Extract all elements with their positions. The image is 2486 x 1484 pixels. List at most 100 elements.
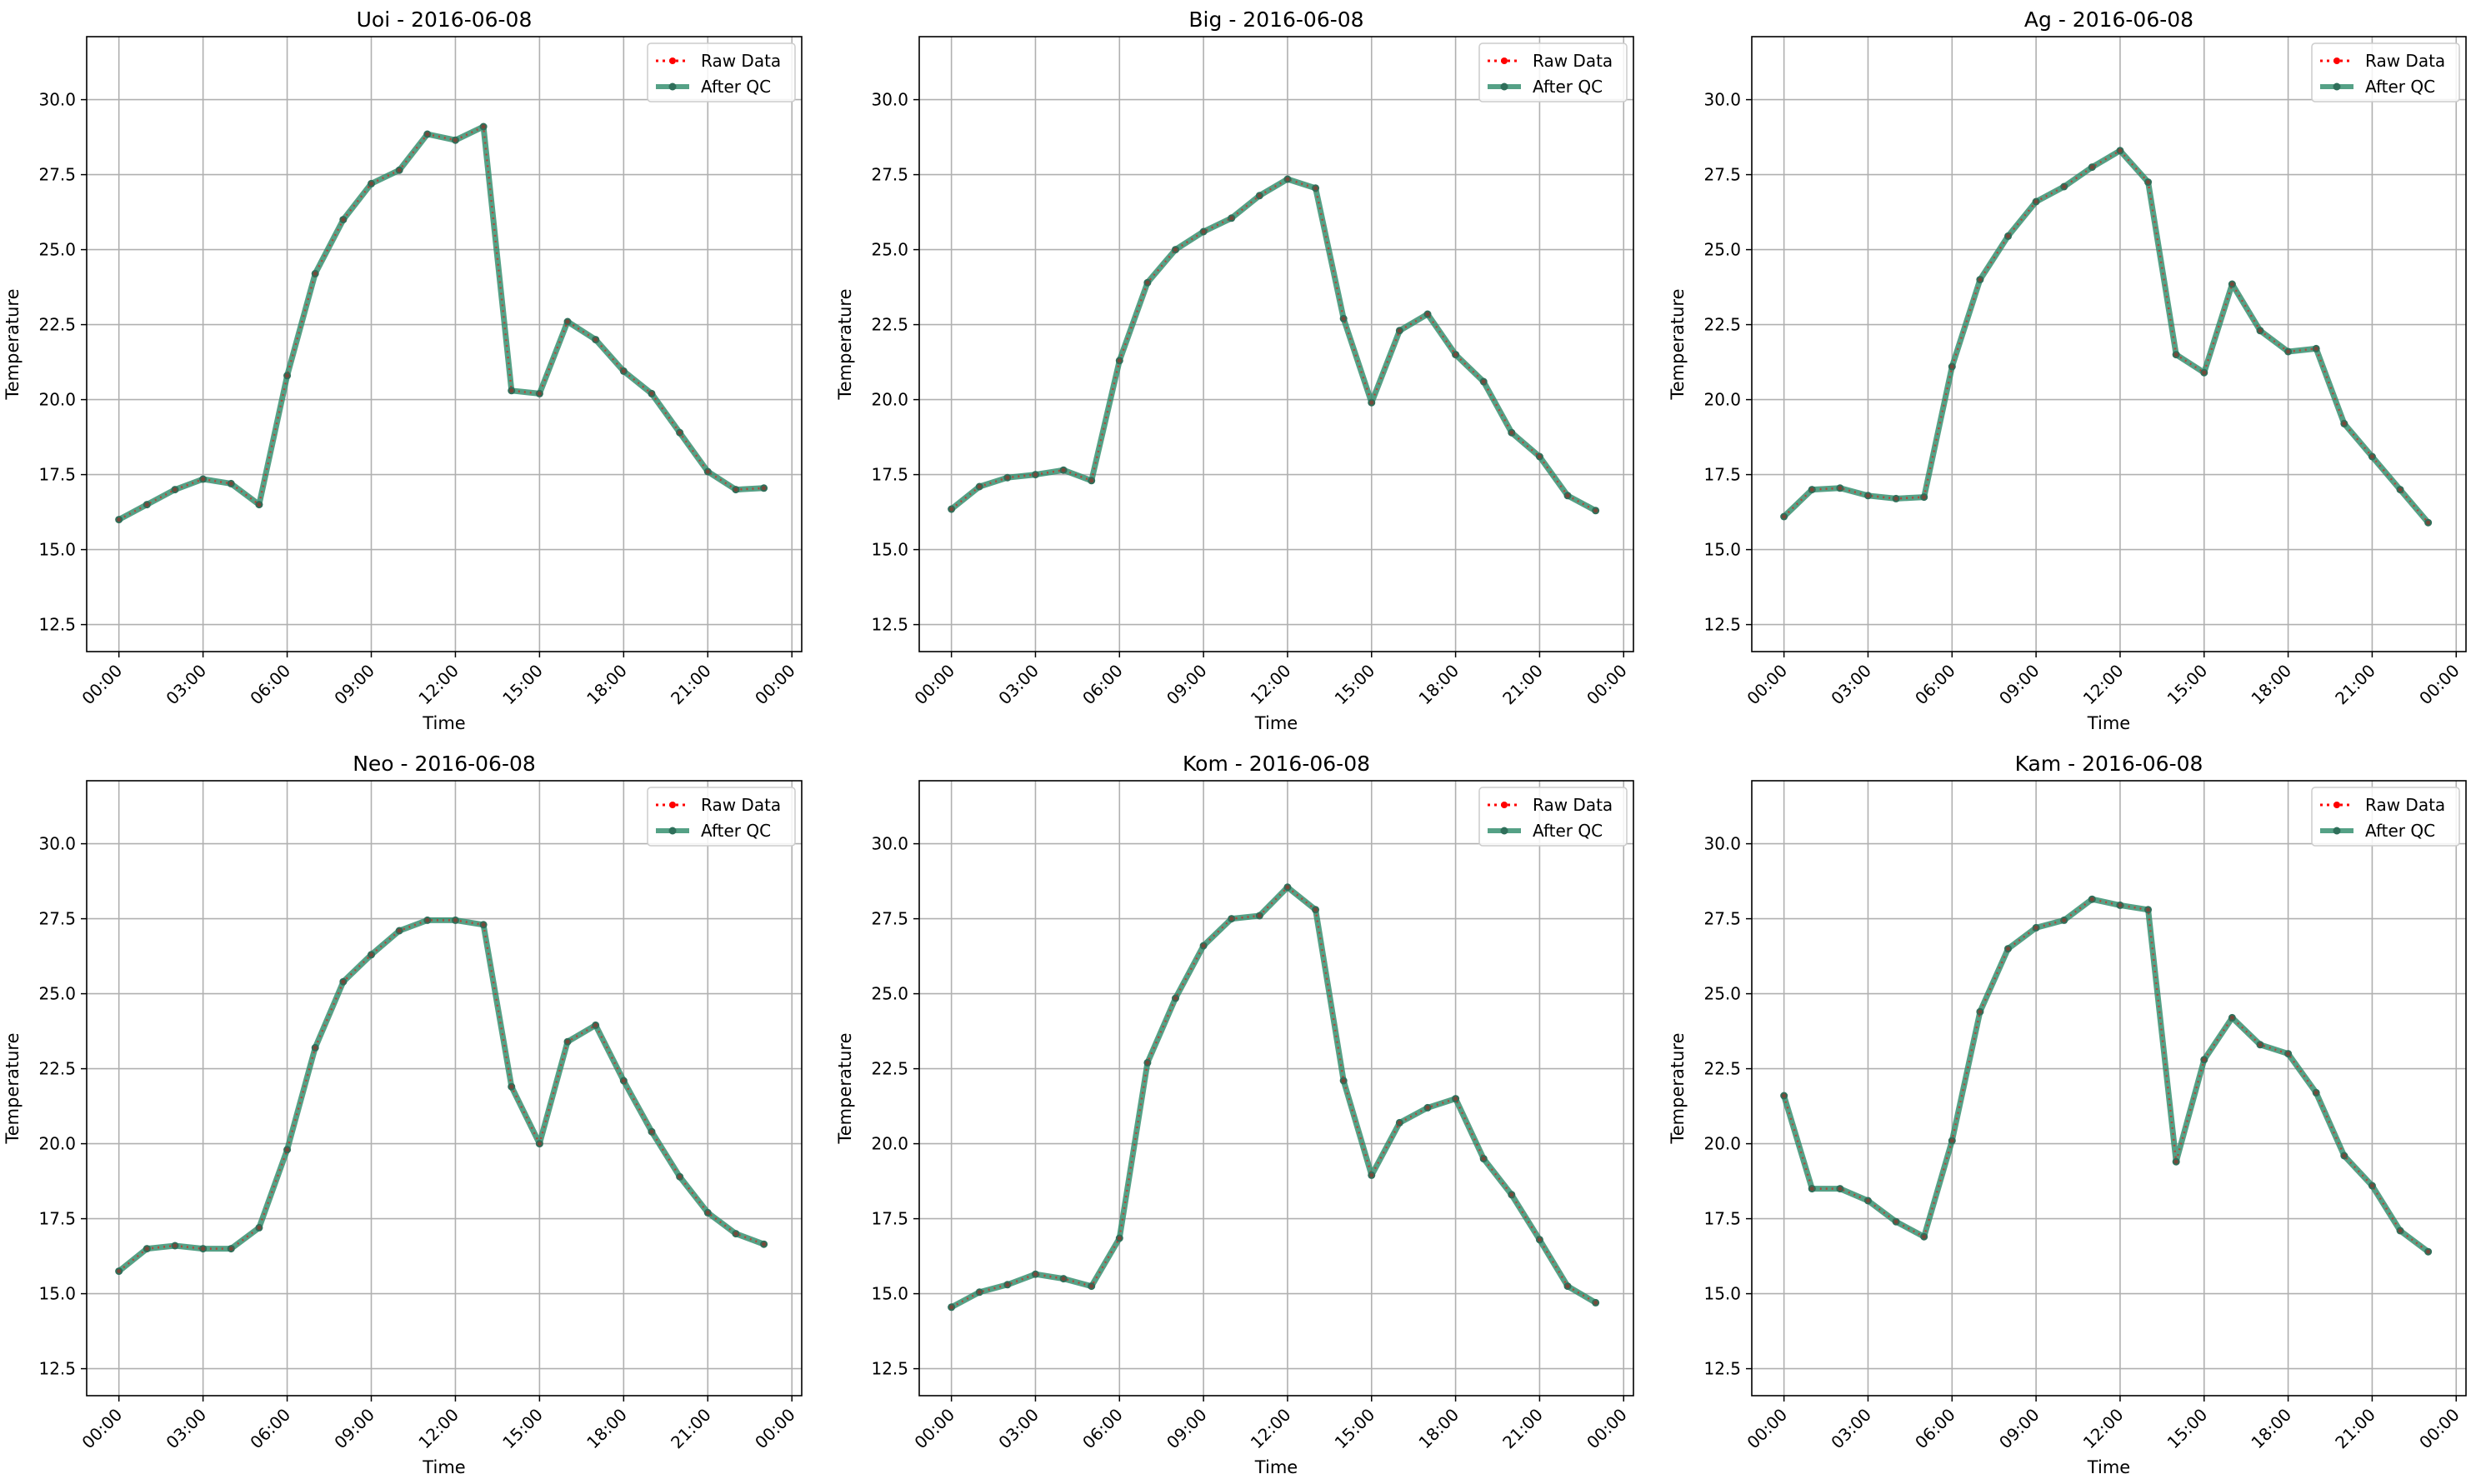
after-qc-point — [1059, 466, 1068, 474]
raw-data-point — [1565, 1284, 1570, 1289]
y-tick-label: 27.5 — [871, 165, 908, 185]
raw-data-point — [2369, 454, 2374, 459]
raw-data-point — [1089, 478, 1094, 483]
raw-data-point — [2398, 1228, 2403, 1233]
raw-data-point — [1033, 1272, 1038, 1277]
raw-data-point — [453, 917, 458, 922]
raw-data-point — [1893, 496, 1898, 501]
raw-data-point — [2006, 233, 2011, 238]
raw-data-point — [678, 430, 683, 435]
legend-raw-marker — [2333, 802, 2340, 808]
raw-data-point — [1117, 358, 1122, 363]
after-qc-point — [1592, 507, 1600, 515]
raw-data-point — [257, 502, 262, 507]
y-tick-label: 30.0 — [38, 90, 76, 110]
raw-data-point — [1285, 177, 1290, 182]
raw-data-point — [173, 1243, 178, 1248]
after-qc-point — [648, 1127, 656, 1136]
legend-raw-label: Raw Data — [1533, 51, 1613, 71]
after-qc-point — [2004, 945, 2013, 953]
after-qc-point — [1255, 192, 1263, 200]
after-qc-point — [1836, 1185, 1844, 1193]
raw-data-point — [1838, 1187, 1843, 1192]
after-qc-point — [975, 1288, 983, 1297]
after-qc-point — [1563, 492, 1572, 500]
after-qc-point — [1003, 1281, 1012, 1289]
raw-data-point — [257, 1225, 262, 1230]
raw-data-point — [1005, 1282, 1010, 1287]
after-qc-point — [1031, 1270, 1039, 1278]
raw-data-point — [733, 487, 738, 492]
raw-data-point — [1949, 364, 1954, 369]
raw-data-point — [1201, 943, 1206, 948]
y-axis-label: Temperature — [1668, 288, 1688, 400]
after-qc-point — [2284, 1050, 2293, 1058]
raw-data-point — [1537, 1237, 1542, 1242]
raw-data-point — [593, 1022, 598, 1027]
raw-data-point — [1922, 495, 1927, 500]
raw-data-point — [705, 469, 710, 474]
y-tick-label: 17.5 — [871, 465, 908, 485]
after-qc-point — [227, 1245, 235, 1253]
y-tick-label: 22.5 — [871, 1059, 908, 1079]
raw-data-point — [1978, 277, 1983, 282]
legend-raw-label: Raw Data — [701, 51, 781, 71]
after-qc-point — [339, 216, 348, 224]
raw-data-point — [2426, 520, 2431, 525]
after-qc-point — [2368, 1182, 2376, 1190]
raw-data-point — [2202, 1057, 2207, 1062]
raw-data-point — [369, 952, 374, 957]
legend-qc-marker — [668, 82, 677, 91]
y-tick-label: 15.0 — [38, 540, 76, 560]
after-qc-point — [2088, 895, 2096, 903]
y-tick-label: 15.0 — [1703, 540, 1741, 560]
raw-data-point — [593, 337, 598, 342]
raw-data-point — [1229, 917, 1234, 922]
y-tick-label: 17.5 — [38, 1209, 76, 1229]
raw-data-point — [397, 928, 402, 933]
after-qc-point — [2256, 327, 2264, 335]
y-tick-label: 15.0 — [38, 1284, 76, 1304]
after-qc-point — [2032, 197, 2040, 206]
legend-raw-marker — [669, 802, 676, 808]
y-tick-label: 27.5 — [1703, 909, 1741, 929]
raw-data-point — [1145, 1060, 1150, 1065]
legend-raw-label: Raw Data — [1533, 795, 1613, 815]
after-qc-point — [2368, 452, 2376, 461]
y-tick-label: 15.0 — [871, 1284, 908, 1304]
after-qc-point — [451, 916, 459, 924]
legend-qc-label: After QC — [2365, 821, 2435, 841]
after-qc-point — [508, 387, 516, 395]
legend-raw-label: Raw Data — [2365, 795, 2445, 815]
raw-data-point — [2033, 925, 2038, 930]
after-qc-point — [115, 1267, 123, 1276]
after-qc-point — [1143, 1058, 1152, 1067]
y-tick-label: 12.5 — [1703, 1359, 1741, 1379]
after-qc-point — [1563, 1282, 1572, 1291]
after-qc-point — [1199, 227, 1208, 236]
raw-data-point — [509, 1084, 514, 1089]
raw-data-point — [2089, 165, 2094, 170]
raw-data-point — [1341, 1078, 1346, 1083]
raw-data-point — [1061, 1277, 1066, 1282]
y-tick-label: 30.0 — [38, 834, 76, 854]
after-qc-point — [619, 367, 628, 375]
x-axis-label: Time — [1254, 1457, 1298, 1477]
y-axis-label: Temperature — [1668, 1032, 1688, 1144]
after-qc-point — [676, 1172, 684, 1181]
raw-data-point — [565, 1039, 570, 1044]
after-qc-point — [1863, 492, 1872, 500]
raw-data-point — [2118, 148, 2123, 153]
raw-data-point — [1061, 467, 1066, 472]
raw-data-point — [2146, 180, 2151, 185]
raw-data-point — [1369, 400, 1374, 405]
legend: Raw Data After QC — [2311, 787, 2460, 847]
after-qc-point — [508, 1082, 516, 1091]
raw-data-point — [313, 271, 318, 276]
after-qc-point — [339, 977, 348, 986]
after-qc-point — [1592, 1298, 1600, 1307]
raw-data-point — [2229, 282, 2234, 287]
raw-data-point — [2118, 902, 2123, 907]
raw-data-point — [1893, 1219, 1898, 1224]
after-qc-point — [2396, 486, 2404, 494]
